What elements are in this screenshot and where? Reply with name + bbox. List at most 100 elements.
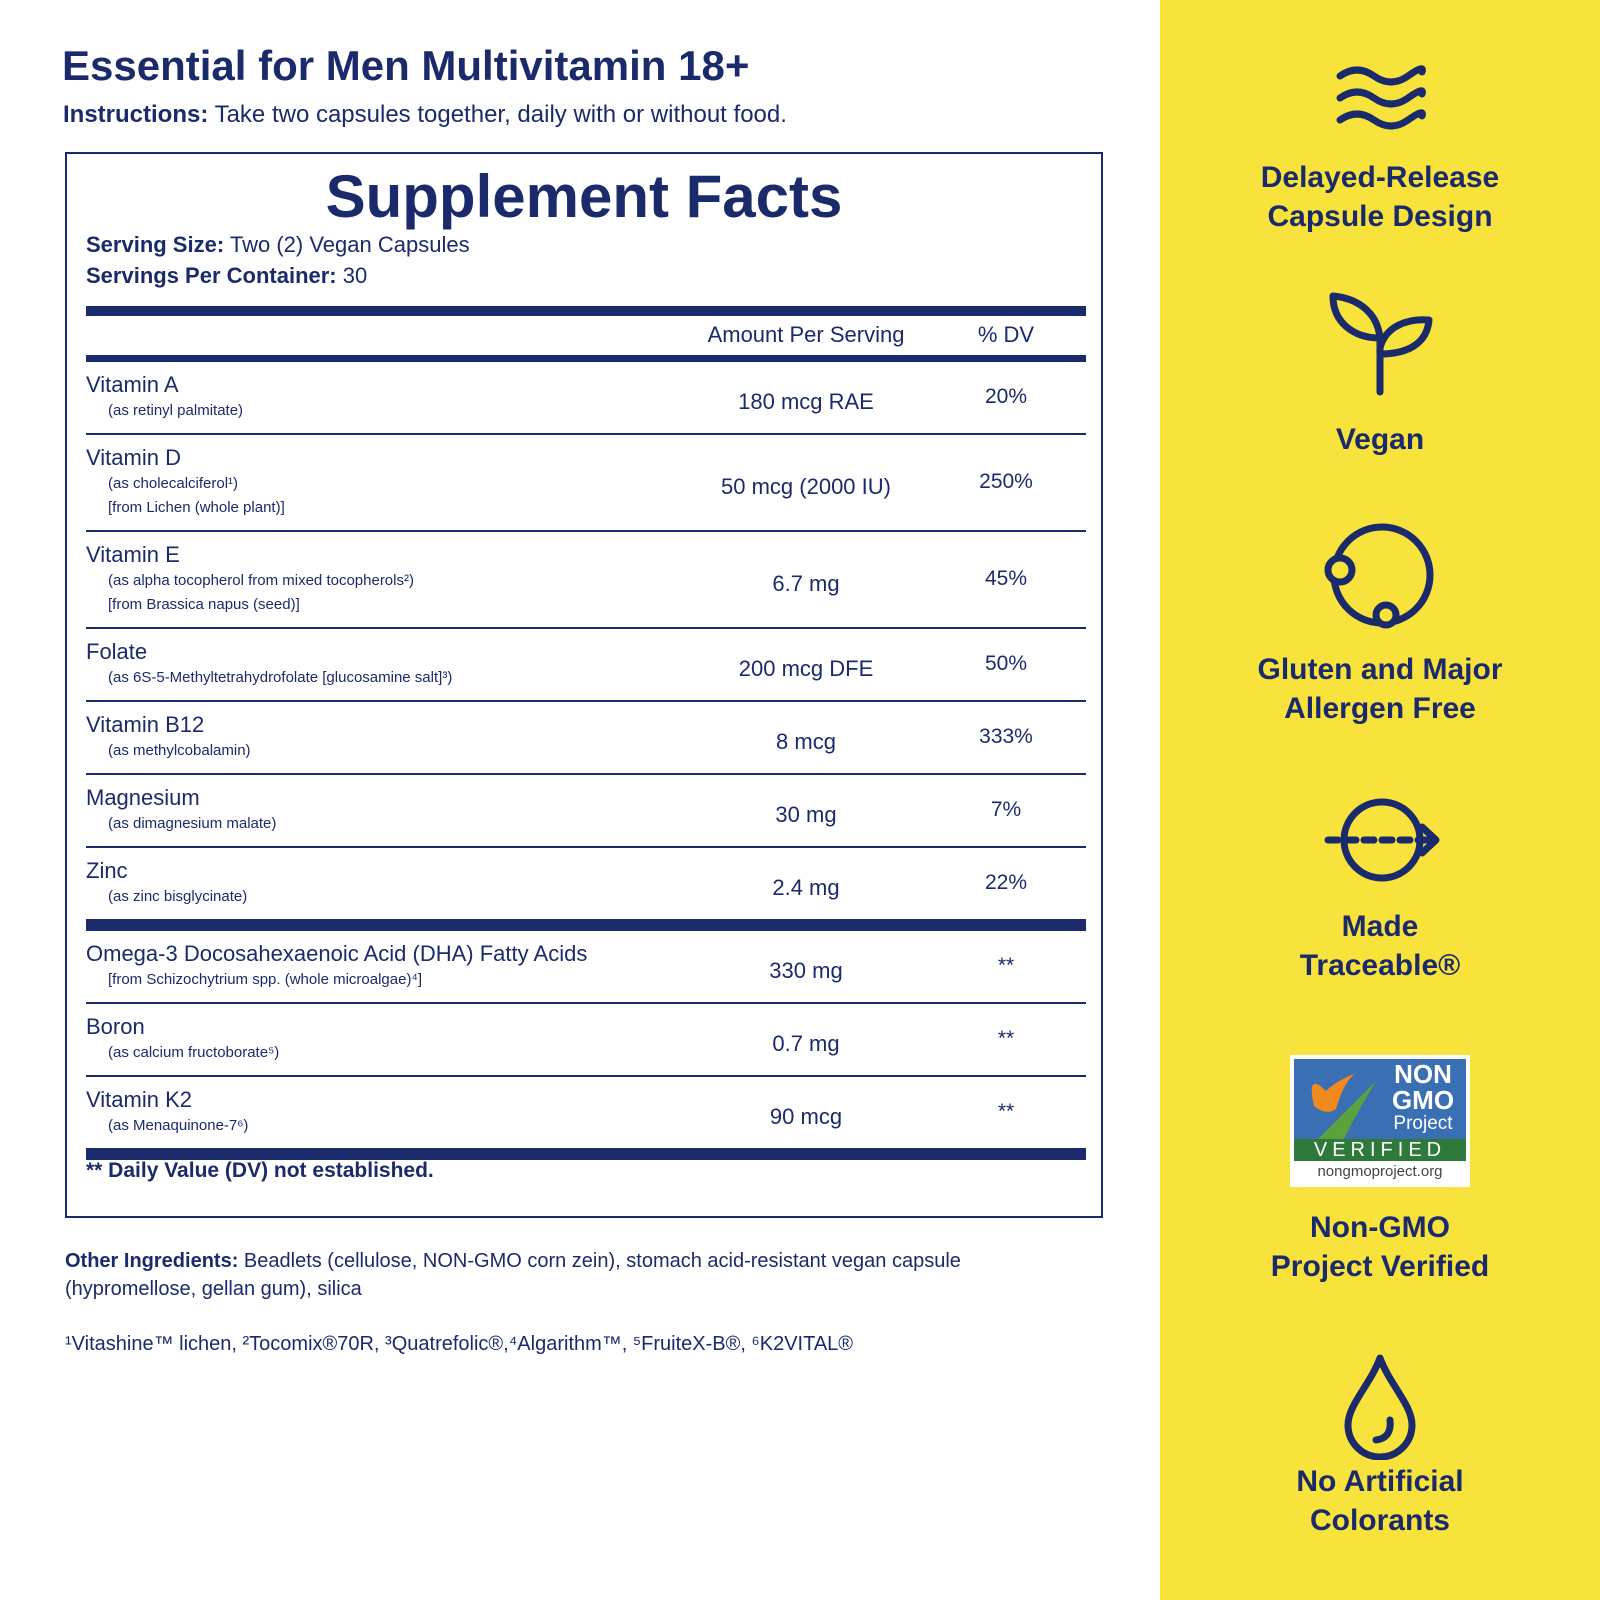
- amount: 90 mcg: [769, 1103, 843, 1129]
- nutrient-note: [from Brassica napus (seed)]: [108, 596, 300, 613]
- label: Servings Per Container:: [86, 263, 337, 288]
- nutrient-row: Vitamin B12 (as methylcobalamin) 8 mcg 333%: [86, 702, 1086, 775]
- trademarks: ¹Vitashine™ lichen, ²Tocomix®70R, ³Quatr…: [65, 1333, 854, 1355]
- nutrient-name: Vitamin B12: [86, 712, 205, 737]
- nutrient-row: Omega-3 Docosahexaenoic Acid (DHA) Fatty…: [86, 931, 1086, 1004]
- nutrient-row: Vitamin D (as cholecalciferol¹) [from Lich…: [86, 435, 1086, 532]
- feature-label: Gluten and Major Allergen Free: [1160, 650, 1600, 728]
- badge-url: nongmoproject.org: [1317, 1163, 1443, 1180]
- nutrient-note: [from Schizochytrium spp. (whole microal…: [108, 971, 423, 988]
- nutrient-note: (as dimagnesium malate): [108, 815, 277, 832]
- daily-value: 45%: [984, 566, 1028, 590]
- amount: 2.4 mg: [772, 874, 840, 900]
- instructions: Instructions: Take two capsules together…: [63, 101, 787, 129]
- nutrient-note: (as 6S-5-Methyltetrahydrofolate [glucosa…: [108, 669, 453, 686]
- nutrient-name: Omega-3 Docosahexaenoic Acid (DHA) Fatty…: [86, 941, 588, 966]
- servings: Servings Per Container: 30: [86, 263, 367, 289]
- butterfly: [1306, 1073, 1376, 1157]
- instructions-text: Take two capsules together, daily with o…: [214, 101, 787, 128]
- nutrient-note: (as cholecalciferol¹): [108, 475, 239, 492]
- nutrient-row: Magnesium (as dimagnesium malate) 30 mg 7%: [86, 775, 1086, 848]
- non-gmo-badge: NON GMO Project VERIFIED nongmoproject.org: [1290, 1055, 1470, 1187]
- badge-verified: VERIFIED: [1294, 1139, 1466, 1161]
- feature-line: Vegan: [1335, 423, 1425, 456]
- nutrient-note: [from Lichen (whole plant)]: [108, 499, 285, 516]
- badge-line: NON: [1394, 1059, 1452, 1089]
- feature-line: Delayed-Release: [1260, 161, 1500, 194]
- daily-value: 22%: [984, 870, 1028, 894]
- nutrient-row: Vitamin K2 (as Menaquinone-7⁶) 90 mcg **: [86, 1077, 1086, 1150]
- nutrient-name: Vitamin A: [86, 372, 179, 397]
- waves-icon: [1336, 65, 1426, 130]
- nutrient-name: Vitamin K2: [86, 1087, 192, 1112]
- feature-line: Capsule Design: [1267, 200, 1493, 233]
- plant-icon: [1329, 292, 1433, 396]
- rule: [86, 306, 1086, 316]
- amount: 8 mcg: [776, 728, 836, 754]
- feature-label: Vegan: [1160, 420, 1600, 459]
- nutrient-name: Boron: [86, 1014, 145, 1039]
- feature-line: Allergen Free: [1284, 692, 1476, 725]
- badge-line: GMO: [1391, 1085, 1455, 1115]
- amount: 6.7 mg: [772, 570, 840, 596]
- nutrient-row: Zinc (as zinc bisglycinate) 2.4 mg 22%: [86, 848, 1086, 921]
- daily-value: 50%: [984, 651, 1028, 675]
- circle-icon: [1324, 523, 1434, 629]
- amount: 0.7 mg: [772, 1030, 840, 1056]
- rule: [86, 919, 1086, 931]
- facts-title: Supplement Facts: [325, 163, 843, 230]
- footnote: ** Daily Value (DV) not established.: [86, 1159, 434, 1182]
- nutrient-name: Magnesium: [86, 785, 200, 810]
- daily-value: **: [997, 1026, 1015, 1050]
- feature-label: No Artificial Colorants: [1160, 1462, 1600, 1540]
- nutrient-note: (as Menaquinone-7⁶): [108, 1117, 249, 1134]
- badge-text: NON GMO Project: [1382, 1061, 1464, 1135]
- other-ingredients: Other Ingredients: Beadlets (cellulose, …: [65, 1247, 1065, 1303]
- title: Essential for Men Multivitamin 18+: [62, 42, 750, 89]
- nutrient-note: (as zinc bisglycinate): [108, 888, 248, 905]
- value: 30: [342, 263, 368, 288]
- nutrient-note: (as alpha tocopherol from mixed tocopher…: [108, 572, 414, 589]
- amount: 180 mcg RAE: [738, 388, 874, 414]
- feature-label: Non-GMO Project Verified: [1160, 1208, 1600, 1286]
- serving-size: Serving Size: Two (2) Vegan Capsules: [86, 232, 470, 258]
- label: Other Ingredients:: [65, 1250, 239, 1272]
- daily-value: 250%: [979, 469, 1033, 493]
- amount: 330 mg: [769, 957, 843, 983]
- daily-value: 7%: [990, 797, 1022, 821]
- nutrient-row: Vitamin E (as alpha tocopherol from mixed…: [86, 532, 1086, 629]
- value: Two (2) Vegan Capsules: [229, 232, 470, 257]
- nutrient-name: Vitamin E: [86, 542, 180, 567]
- rule: [86, 1148, 1086, 1160]
- nutrient-note: (as calcium fructoborate⁵): [108, 1044, 280, 1061]
- nutrient-name: Folate: [86, 639, 148, 664]
- instructions-label: Instructions:: [63, 101, 209, 128]
- amount: 50 mcg (2000 IU): [721, 473, 891, 499]
- amount: 30 mg: [775, 801, 837, 827]
- feature-line: Gluten and Major: [1257, 653, 1503, 686]
- nutrient-name: Zinc: [86, 858, 128, 883]
- nutrient-row: Folate (as 6S-5-Methyltetrahydrofolate [g…: [86, 629, 1086, 702]
- badge-line: Project: [1393, 1113, 1453, 1134]
- trace-icon: [1324, 798, 1440, 882]
- feature-line: Non-GMO: [1310, 1211, 1450, 1244]
- feature-line: Traceable®: [1299, 949, 1461, 982]
- nutrient-row: Boron (as calcium fructoborate⁵) 0.7 mg **: [86, 1004, 1086, 1077]
- feature-label: Delayed-Release Capsule Design: [1160, 158, 1600, 236]
- label: Serving Size:: [86, 232, 225, 257]
- nutrient-row: Vitamin A (as retinyl palmitate) 180 mcg R…: [86, 362, 1086, 435]
- daily-value: 20%: [984, 384, 1028, 408]
- feature-line: Project Verified: [1270, 1250, 1490, 1283]
- text: Beadlets (cellulose, NON-GMO corn zein),…: [65, 1250, 961, 1300]
- nutrient-note: (as retinyl palmitate): [108, 402, 244, 419]
- rule: [86, 355, 1086, 362]
- nutrient-note: (as methylcobalamin): [108, 742, 251, 759]
- nutrient-name: Vitamin D: [86, 445, 181, 470]
- feature-line: Colorants: [1309, 1504, 1450, 1537]
- column-head: Amount Per Serving: [707, 322, 905, 347]
- feature-line: No Artificial: [1296, 1465, 1464, 1498]
- feature-label: Made Traceable®: [1160, 907, 1600, 985]
- drop-icon: [1344, 1354, 1416, 1460]
- facts-panel: Supplement Facts Serving Size: Two (2) V…: [65, 152, 1103, 1218]
